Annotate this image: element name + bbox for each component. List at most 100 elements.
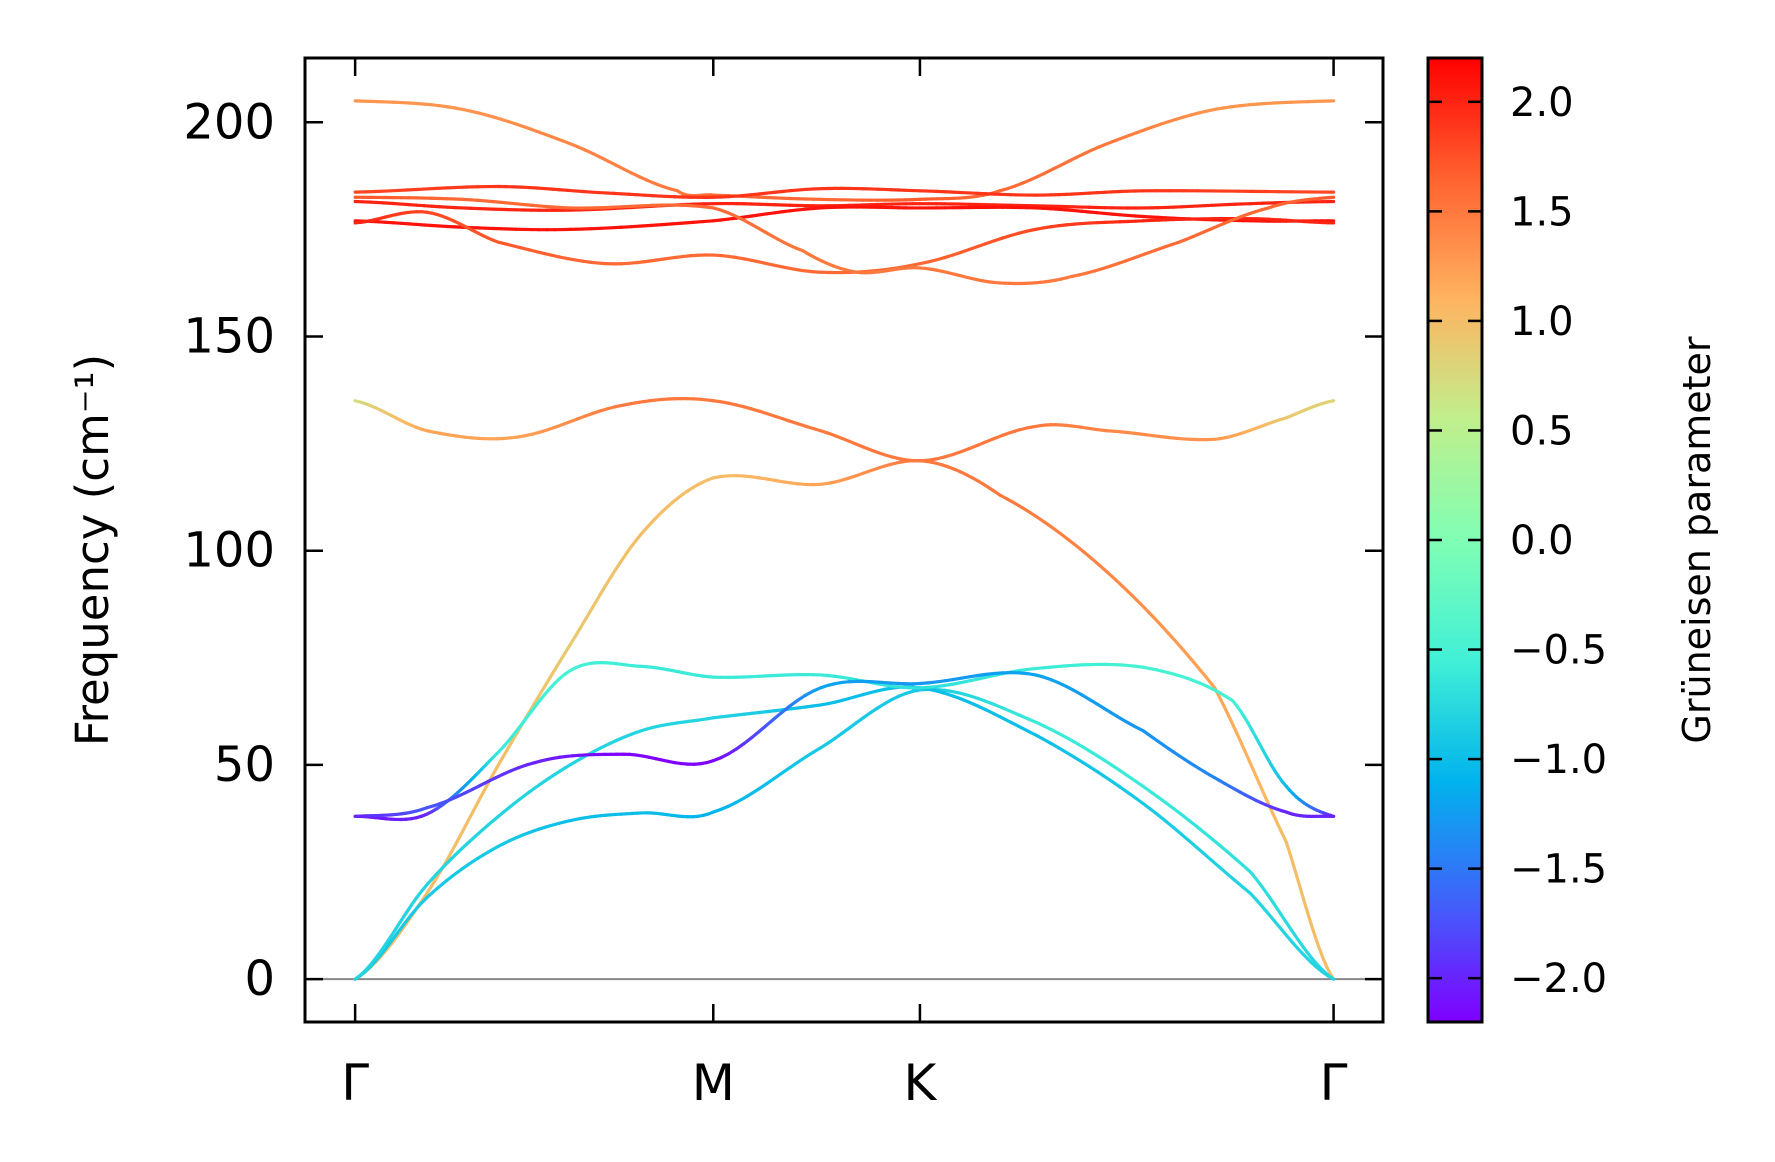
band-segment [1202, 831, 1214, 841]
band-segment [691, 219, 705, 224]
band-segment [1274, 818, 1283, 834]
band-segment [1260, 885, 1270, 898]
band-4 [353, 661, 1336, 822]
band-segment [1304, 907, 1312, 922]
band-segment [1179, 812, 1191, 823]
band-segment [1097, 563, 1109, 574]
band-segment [1291, 862, 1299, 877]
band-segment [1149, 807, 1160, 817]
band-segment [1210, 859, 1222, 870]
band-segment [1151, 615, 1163, 627]
band-segment [553, 659, 562, 672]
band-segment [1164, 819, 1176, 830]
band-segment [680, 220, 695, 225]
band-segment [532, 693, 541, 706]
band-segment [547, 668, 557, 680]
band-segment [1172, 807, 1184, 817]
band-segment [394, 188, 408, 193]
band-segment [537, 685, 547, 697]
band-segment [1290, 929, 1300, 942]
band-segment [476, 791, 485, 804]
band-segment [1296, 938, 1306, 950]
band-segment [1238, 739, 1247, 754]
colorbar-tick-label: −2.0 [1510, 956, 1607, 1002]
band-segment [1113, 577, 1125, 588]
band-segment [1279, 829, 1288, 844]
y-tick-label: 150 [183, 308, 275, 364]
band-segment [1205, 676, 1217, 690]
colorbar-tick-label: 0.5 [1510, 408, 1574, 454]
band-segment [1159, 623, 1171, 636]
band-segment [455, 829, 465, 843]
band-segment [680, 203, 695, 208]
colorbar-ticks: −2.0 −1.5 −1.0 −0.5 0.0 0.5 1.0 1.5 2.0 [1428, 80, 1607, 1002]
band-segment [701, 205, 715, 210]
band-segment [765, 716, 777, 727]
y-tick-label: 0 [244, 951, 275, 1007]
band-segment [1195, 824, 1207, 835]
band-segment [594, 592, 603, 604]
x-tick-label: M [692, 1054, 735, 1112]
band-segment [1308, 918, 1315, 933]
band-segment [650, 223, 664, 227]
colorbar-label: Grüneisen parameter [1675, 336, 1719, 744]
band-segment [1059, 532, 1071, 542]
band-segment [1223, 706, 1232, 721]
colorbar-tick-label: −0.5 [1510, 628, 1607, 674]
band-segment [1254, 877, 1264, 889]
band-segment [691, 204, 705, 209]
band-segment [481, 781, 490, 795]
band-segment [619, 204, 634, 209]
band-segment [1218, 843, 1230, 854]
band-segment [414, 187, 429, 192]
y-tick-label: 100 [183, 523, 275, 579]
band-segment [1288, 851, 1295, 866]
colorbar-tick-label: 0.0 [1510, 518, 1574, 564]
band-segment [1248, 761, 1258, 777]
band-segment [1302, 946, 1312, 958]
band-lines [353, 99, 1336, 981]
band-segment [1228, 717, 1237, 732]
band-segment [568, 635, 577, 647]
band-segment [563, 643, 572, 655]
band-segment [1301, 896, 1309, 911]
band-segment [1284, 840, 1292, 855]
band-segment [1090, 557, 1102, 567]
band-segment [1298, 884, 1305, 900]
band-segment [1182, 649, 1194, 662]
x-tick-label: Γ [1320, 1054, 1348, 1112]
band-segment [660, 222, 674, 227]
band-segment [1233, 879, 1245, 889]
band-8 [353, 184, 1336, 199]
band-segment [1197, 667, 1209, 680]
band-segment [542, 676, 552, 689]
band-segment [1266, 893, 1276, 906]
band-segment [1141, 801, 1153, 811]
band-segment [1254, 773, 1263, 789]
band-segment [1067, 538, 1079, 548]
band-segment [1074, 544, 1086, 554]
band-segment [701, 219, 715, 224]
band-1 [353, 459, 1336, 981]
band-segment [496, 754, 506, 767]
band-segment [604, 575, 613, 587]
colorbar-tick-label: 1.0 [1510, 299, 1574, 345]
plot-frame [303, 56, 1385, 1024]
band-segment [640, 223, 654, 228]
band-segment [1328, 399, 1336, 404]
band-segment [773, 710, 784, 720]
band-segment [670, 221, 685, 226]
band-segment [1225, 872, 1237, 883]
y-axis-ticks: 0 50 100 150 200 [183, 94, 1383, 1007]
band-segment [1167, 631, 1178, 644]
band-segment [599, 583, 608, 596]
band-segment [1243, 750, 1253, 766]
band-segment [1218, 696, 1227, 710]
band-segment [1218, 865, 1230, 876]
colorbar-tick-label: 2.0 [1510, 80, 1574, 126]
band-segment [1278, 911, 1288, 924]
band-segment [1156, 813, 1168, 824]
colorbar-tick-label: −1.0 [1510, 737, 1607, 783]
band-segment [1225, 850, 1237, 861]
band-segment [1195, 845, 1207, 856]
